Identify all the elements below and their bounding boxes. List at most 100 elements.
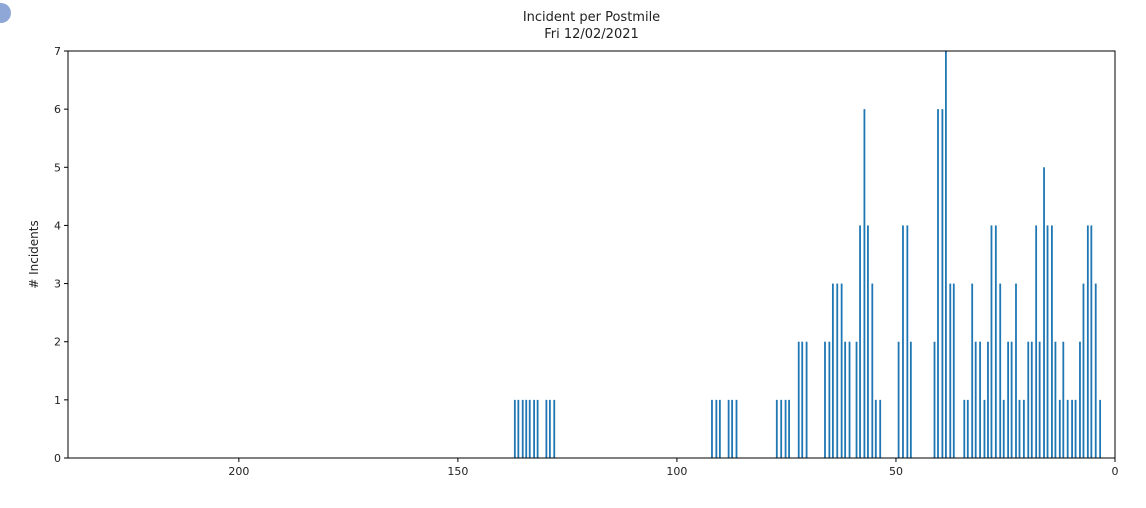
y-tick-label: 1 — [54, 394, 61, 407]
bar-62 — [1022, 399, 1025, 458]
bar-2 — [521, 399, 524, 458]
bar-40 — [909, 341, 912, 458]
bar-35 — [874, 399, 877, 458]
bar-4 — [528, 399, 531, 458]
bar-63 — [1027, 341, 1030, 458]
bar-13 — [727, 399, 730, 458]
bar-69 — [1051, 225, 1053, 458]
bar-10 — [711, 399, 713, 458]
bar-7 — [545, 399, 548, 458]
bar-42 — [937, 109, 939, 458]
bar-38 — [902, 225, 904, 458]
bar-20 — [797, 341, 800, 458]
bar-26 — [836, 283, 839, 458]
x-axis-ticks: 200 150 100 50 0 — [228, 458, 1119, 478]
bar-17 — [780, 399, 783, 458]
bar-19 — [788, 399, 790, 458]
bar-44 — [945, 51, 947, 458]
bar-36 — [879, 399, 882, 458]
bar-30 — [855, 341, 858, 458]
bar-66 — [1038, 341, 1041, 458]
bar-50 — [974, 341, 977, 458]
y-tick-label: 2 — [54, 336, 61, 349]
bar-45 — [949, 283, 952, 458]
bar-16 — [775, 399, 778, 458]
bar-28 — [844, 341, 847, 458]
y-tick-label: 6 — [54, 103, 61, 116]
bar-34 — [871, 283, 874, 458]
bar-70 — [1054, 341, 1057, 458]
bar-64 — [1030, 341, 1033, 458]
chart-title-line: Incident per Postmile — [522, 10, 661, 25]
bar-14 — [731, 399, 734, 458]
bar-73 — [1066, 399, 1069, 458]
bar-60 — [1015, 283, 1017, 458]
bar-48 — [966, 399, 969, 458]
bar-1 — [517, 399, 520, 458]
bar-12 — [718, 399, 721, 458]
bar-23 — [824, 341, 826, 458]
chart-subtitle: Fri 12/02/2021 — [544, 27, 639, 42]
bar-76 — [1079, 341, 1081, 458]
bar-49 — [971, 283, 974, 458]
bar-11 — [715, 399, 718, 458]
bar-81 — [1099, 399, 1102, 458]
bar-77 — [1082, 283, 1085, 458]
bar-65 — [1035, 225, 1038, 458]
bar-27 — [840, 283, 843, 458]
bar-59 — [1010, 341, 1013, 458]
bar-53 — [987, 341, 989, 458]
bar-22 — [805, 341, 808, 458]
bar-78 — [1086, 225, 1089, 458]
x-tick-label: 100 — [666, 465, 687, 478]
corner-indicator — [0, 3, 11, 23]
bar-56 — [999, 283, 1002, 458]
y-tick-label: 3 — [54, 278, 61, 291]
y-tick-label: 4 — [54, 219, 61, 232]
bars-group — [513, 51, 1102, 459]
bar-79 — [1090, 225, 1093, 458]
bar-18 — [784, 399, 787, 458]
bar-0 — [513, 399, 516, 458]
x-tick-label: 0 — [1112, 465, 1119, 478]
bar-33 — [867, 225, 869, 458]
bar-57 — [1002, 399, 1005, 458]
x-tick-label: 150 — [447, 465, 468, 478]
bar-8 — [548, 399, 551, 458]
bar-39 — [906, 225, 909, 458]
y-tick-label: 5 — [54, 161, 61, 174]
bar-24 — [828, 341, 831, 458]
bar-54 — [990, 225, 993, 458]
bar-29 — [848, 341, 851, 458]
y-axis-ticks: 0 1 2 3 4 5 6 7 — [54, 45, 68, 465]
bar-75 — [1074, 399, 1077, 458]
bar-52 — [983, 399, 986, 458]
bar-32 — [863, 109, 866, 458]
y-axis-label: # Incidents — [27, 220, 41, 289]
x-tick-label: 50 — [889, 465, 903, 478]
bar-43 — [941, 109, 944, 458]
bar-25 — [831, 283, 834, 458]
bar-72 — [1062, 341, 1065, 458]
bar-9 — [553, 399, 556, 458]
bar-80 — [1094, 283, 1097, 458]
bar-71 — [1058, 399, 1061, 458]
bar-21 — [801, 341, 804, 458]
bar-41 — [933, 341, 936, 458]
chart-title: Incident per Postmile Fri 12/02/2021 — [0, 9, 1146, 43]
bar-15 — [735, 399, 738, 458]
y-tick-label: 7 — [54, 45, 61, 58]
bar-55 — [994, 225, 997, 458]
y-tick-label: 0 — [54, 452, 61, 465]
bar-31 — [859, 225, 861, 458]
bar-67 — [1043, 167, 1045, 459]
bar-46 — [952, 283, 955, 458]
bar-47 — [963, 399, 966, 458]
bar-58 — [1007, 341, 1010, 458]
bar-37 — [897, 341, 900, 458]
bar-51 — [979, 341, 981, 458]
bar-68 — [1046, 225, 1049, 458]
bar-5 — [533, 399, 536, 458]
bar-6 — [536, 399, 539, 458]
